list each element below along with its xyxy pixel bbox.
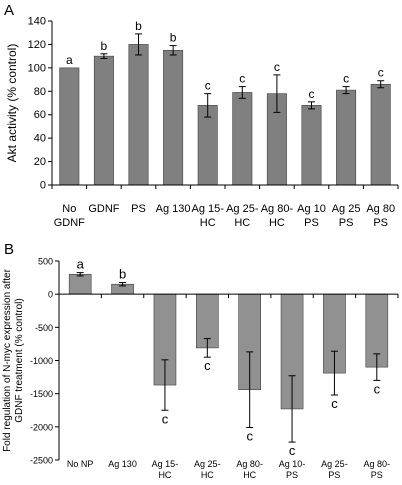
significance-label: b <box>101 39 108 53</box>
bar <box>128 44 149 186</box>
bar <box>163 49 184 186</box>
x-tick-label: HC <box>269 217 285 229</box>
x-tick-label: PS <box>304 217 319 229</box>
y-tick-label: 0 <box>48 290 53 300</box>
bar <box>93 55 114 186</box>
x-tick-label: PS <box>373 217 388 229</box>
x-tick-label: Ag 80- <box>236 459 263 469</box>
y-tick-label: 80 <box>34 86 46 98</box>
y-axis-title: Akt activity (% control) <box>5 44 19 163</box>
x-tick-label: Ag 10 <box>297 203 326 215</box>
x-tick-label: Ag 130 <box>156 203 191 215</box>
significance-label: c <box>246 428 253 443</box>
y-tick-label: 20 <box>34 156 46 168</box>
x-tick-label: PS <box>286 470 298 480</box>
y-tick-label: -2500 <box>30 456 53 466</box>
x-tick-label: Ag 25 <box>332 203 361 215</box>
y-tick-label: 0 <box>40 180 46 192</box>
y-axis-title: GDNF treatment (% control) <box>14 298 25 422</box>
bar <box>336 89 357 186</box>
significance-label: c <box>205 79 211 93</box>
x-tick-label: Ag 25- <box>226 203 259 215</box>
significance-label: c <box>239 72 245 86</box>
bar <box>301 105 322 186</box>
x-tick-label: Ag 15- <box>191 203 224 215</box>
x-tick-label: Ag 80- <box>261 203 294 215</box>
y-axis-title: Fold regulation of N-myc expression afte… <box>2 268 13 452</box>
significance-label: c <box>343 72 349 86</box>
x-tick-label: Ag 25- <box>321 459 348 469</box>
x-tick-label: No <box>62 203 76 215</box>
x-tick-label: HC <box>201 470 214 480</box>
y-tick-label: 60 <box>34 109 46 121</box>
x-tick-label: PS <box>131 203 146 215</box>
x-tick-label: GDNF <box>54 217 85 229</box>
bar <box>370 83 391 186</box>
significance-label: a <box>66 53 73 67</box>
y-tick-label: 120 <box>28 39 46 51</box>
x-tick-label: PS <box>328 470 340 480</box>
x-tick-label: Ag 80- <box>364 459 391 469</box>
x-tick-label: Ag 130 <box>108 459 137 469</box>
y-tick-label: 140 <box>28 16 46 28</box>
significance-label: c <box>204 358 211 373</box>
x-tick-label: Ag 10- <box>279 459 306 469</box>
y-tick-label: -2000 <box>30 422 53 432</box>
bar <box>59 67 80 186</box>
y-tick-label: 500 <box>38 257 53 267</box>
y-tick-label: -1500 <box>30 389 53 399</box>
significance-label: c <box>374 381 381 396</box>
x-tick-label: Ag 25- <box>194 459 221 469</box>
panel-b-chart: B -2500 -2000 -1500 -1000 -500 0 500 Fold regula… <box>2 241 399 480</box>
x-tick-label: HC <box>234 217 250 229</box>
x-tick-label: Ag 15- <box>152 459 179 469</box>
y-tick-label: -1000 <box>30 356 53 366</box>
significance-label: c <box>289 443 296 458</box>
significance-label: c <box>378 66 384 80</box>
x-tick-label: GDNF <box>88 203 119 215</box>
x-tick-label: PS <box>371 470 383 480</box>
x-tick-label: HC <box>158 470 171 480</box>
significance-label: c <box>274 60 280 74</box>
panel-label: A <box>4 2 14 19</box>
y-tick-label: -500 <box>35 323 53 333</box>
y-tick-label: 100 <box>28 62 46 74</box>
bar <box>232 92 253 186</box>
significance-label: a <box>77 257 85 272</box>
significance-label: c <box>331 396 338 411</box>
x-tick-label: Ag 80 <box>366 203 395 215</box>
significance-label: b <box>170 31 177 45</box>
x-tick-label: No NP <box>67 459 94 469</box>
y-tick-label: 40 <box>34 133 46 145</box>
x-tick-label: HC <box>200 217 216 229</box>
x-tick-label: HC <box>243 470 256 480</box>
significance-label: c <box>309 87 315 101</box>
bar <box>68 273 92 295</box>
significance-label: c <box>162 411 169 426</box>
significance-label: b <box>119 267 126 282</box>
x-tick-label: PS <box>339 217 354 229</box>
significance-label: b <box>135 19 142 33</box>
panel-a-chart: A 0 20 40 60 80 100 120 140 Akt activity (% contr… <box>4 2 399 229</box>
panel-label: B <box>4 241 14 258</box>
